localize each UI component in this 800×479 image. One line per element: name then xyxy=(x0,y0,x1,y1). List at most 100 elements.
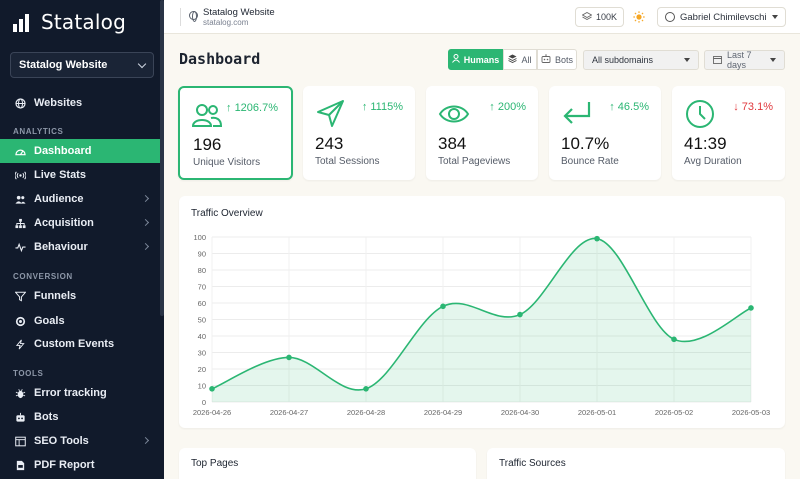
bolt-icon xyxy=(15,339,26,350)
sidebar-item-error-tracking[interactable]: Error tracking xyxy=(0,381,164,405)
sidebar-item-label: Behaviour xyxy=(34,241,88,253)
panel-title: Top Pages xyxy=(191,458,239,469)
site-select[interactable]: Statalog Website xyxy=(10,52,154,78)
data-point xyxy=(363,386,369,392)
sidebar-item-bots[interactable]: Bots xyxy=(0,405,164,429)
chevron-right-icon xyxy=(141,194,150,203)
sidebar-item-pdf-report[interactable]: PDF Report xyxy=(0,453,164,477)
seo-icon xyxy=(15,436,26,447)
y-tick-label: 80 xyxy=(198,266,206,275)
app-name: Statalog xyxy=(41,10,126,34)
globe-icon xyxy=(189,11,198,22)
data-point xyxy=(209,386,215,392)
pdf-icon xyxy=(15,460,26,471)
segment-all-button[interactable]: All xyxy=(503,49,537,70)
divider xyxy=(180,8,181,26)
chevron-right-icon xyxy=(141,436,150,445)
sidebar-item-custom-events[interactable]: Custom Events xyxy=(0,332,164,356)
stat-card-total-sessions[interactable]: ↑ 1115% 243 Total Sessions xyxy=(303,86,415,180)
user-icon xyxy=(665,12,675,22)
sidebar-item-audience[interactable]: Audience xyxy=(0,187,164,211)
panel-title: Traffic Sources xyxy=(499,458,566,469)
sidebar-item-behaviour[interactable]: Behaviour xyxy=(0,235,164,259)
site-select-label: Statalog Website xyxy=(19,59,108,71)
sitemap-icon xyxy=(15,218,26,229)
sidebar-item-acquisition[interactable]: Acquisition xyxy=(0,211,164,235)
top-pages-panel: Top Pages xyxy=(179,448,476,479)
traffic-overview-panel: Traffic Overview 0 10 20 30 40 50 60 70 80 90 100 2… xyxy=(179,196,785,428)
date-range-select[interactable]: Last 7 days xyxy=(704,50,785,70)
x-tick-label: 2026-04-28 xyxy=(347,408,385,417)
caret-down-icon xyxy=(684,58,690,62)
stat-change: ↑ 46.5% xyxy=(609,101,649,113)
sidebar-item-live-stats[interactable]: Live Stats xyxy=(0,163,164,187)
broadcast-icon xyxy=(15,170,26,181)
users-icon xyxy=(15,194,26,205)
segment-bots-button[interactable]: Bots xyxy=(537,49,577,70)
app-logo[interactable]: Statalog xyxy=(13,10,126,34)
bar-chart-icon xyxy=(13,12,33,32)
section-label-analytics: ANALYTICS xyxy=(13,127,64,136)
stat-card-total-pageviews[interactable]: ↑ 200% 384 Total Pageviews xyxy=(426,86,538,180)
chevron-down-icon xyxy=(137,59,147,68)
stat-card-bounce-rate[interactable]: ↑ 46.5% 10.7% Bounce Rate xyxy=(549,86,661,180)
y-tick-label: 40 xyxy=(198,332,206,341)
y-tick-label: 30 xyxy=(198,349,206,358)
sidebar-item-seo-tools[interactable]: SEO Tools xyxy=(0,429,164,453)
sidebar-item-dashboard[interactable]: Dashboard xyxy=(0,139,164,163)
subdomain-select[interactable]: All subdomains xyxy=(583,50,699,70)
caret-down-icon xyxy=(772,15,778,19)
user-name: Gabriel Chimilevschi xyxy=(680,11,767,23)
segment-humans-button[interactable]: Humans xyxy=(448,49,503,70)
calendar-icon xyxy=(713,55,722,66)
data-point xyxy=(594,235,600,242)
page-title: Dashboard xyxy=(179,50,261,68)
stat-label: Bounce Rate xyxy=(561,156,619,167)
stat-card-unique-visitors[interactable]: ↑ 1206.7% 196 Unique Visitors xyxy=(178,86,293,180)
user-icon xyxy=(451,54,460,65)
stat-change: ↑ 1115% xyxy=(361,101,403,113)
sidebar-item-goals[interactable]: Goals xyxy=(0,309,164,333)
sidebar-item-funnels[interactable]: Funnels xyxy=(0,284,164,308)
sun-icon[interactable] xyxy=(633,11,645,23)
data-point xyxy=(517,311,523,318)
return-arrow-icon xyxy=(563,102,591,124)
x-tick-label: 2026-05-03 xyxy=(732,408,770,417)
y-tick-label: 90 xyxy=(198,250,206,259)
user-menu-button[interactable]: Gabriel Chimilevschi xyxy=(657,7,786,27)
gauge-icon xyxy=(15,146,26,157)
y-tick-label: 0 xyxy=(202,398,206,407)
x-tick-label: 2026-05-02 xyxy=(655,408,693,417)
stat-change: ↑ 200% xyxy=(489,101,526,113)
target-icon xyxy=(15,316,26,327)
sidebar-scrollbar[interactable] xyxy=(160,0,164,316)
layers-icon xyxy=(508,54,518,65)
sidebar-item-websites[interactable]: Websites xyxy=(0,91,164,115)
y-tick-label: 50 xyxy=(198,316,206,325)
stat-label: Total Sessions xyxy=(315,156,380,167)
y-tick-label: 10 xyxy=(198,382,206,391)
stat-label: Total Pageviews xyxy=(438,156,511,167)
y-tick-label: 70 xyxy=(198,283,206,292)
x-tick-label: 2026-04-27 xyxy=(270,408,308,417)
plan-usage-label: 100K xyxy=(595,12,618,22)
stat-value: 196 xyxy=(193,135,222,154)
data-point xyxy=(748,305,754,311)
globe-icon xyxy=(15,97,26,109)
y-tick-label: 100 xyxy=(193,233,206,242)
series-area xyxy=(212,238,751,402)
data-point xyxy=(286,354,292,361)
sidebar-item-label: Websites xyxy=(34,97,83,109)
x-tick-label: 2026-04-26 xyxy=(193,408,231,417)
date-range-value: Last 7 days xyxy=(727,50,752,70)
traffic-chart[interactable]: 0 10 20 30 40 50 60 70 80 90 100 2026-04-26 2026-04-… xyxy=(179,196,785,428)
sidebar-item-label: Bots xyxy=(34,411,59,423)
stat-label: Avg Duration xyxy=(684,156,742,167)
sidebar-item-label: PDF Report xyxy=(34,459,95,471)
y-tick-label: 60 xyxy=(198,299,206,308)
sidebar-item-label: Goals xyxy=(34,315,65,327)
topbar: Statalog Website statalog.com 100K Gabri… xyxy=(164,0,800,34)
stat-card-avg-duration[interactable]: ↓ 73.1% 41:39 Avg Duration xyxy=(672,86,785,180)
data-point xyxy=(440,303,446,310)
plan-usage-button[interactable]: 100K xyxy=(575,7,624,27)
